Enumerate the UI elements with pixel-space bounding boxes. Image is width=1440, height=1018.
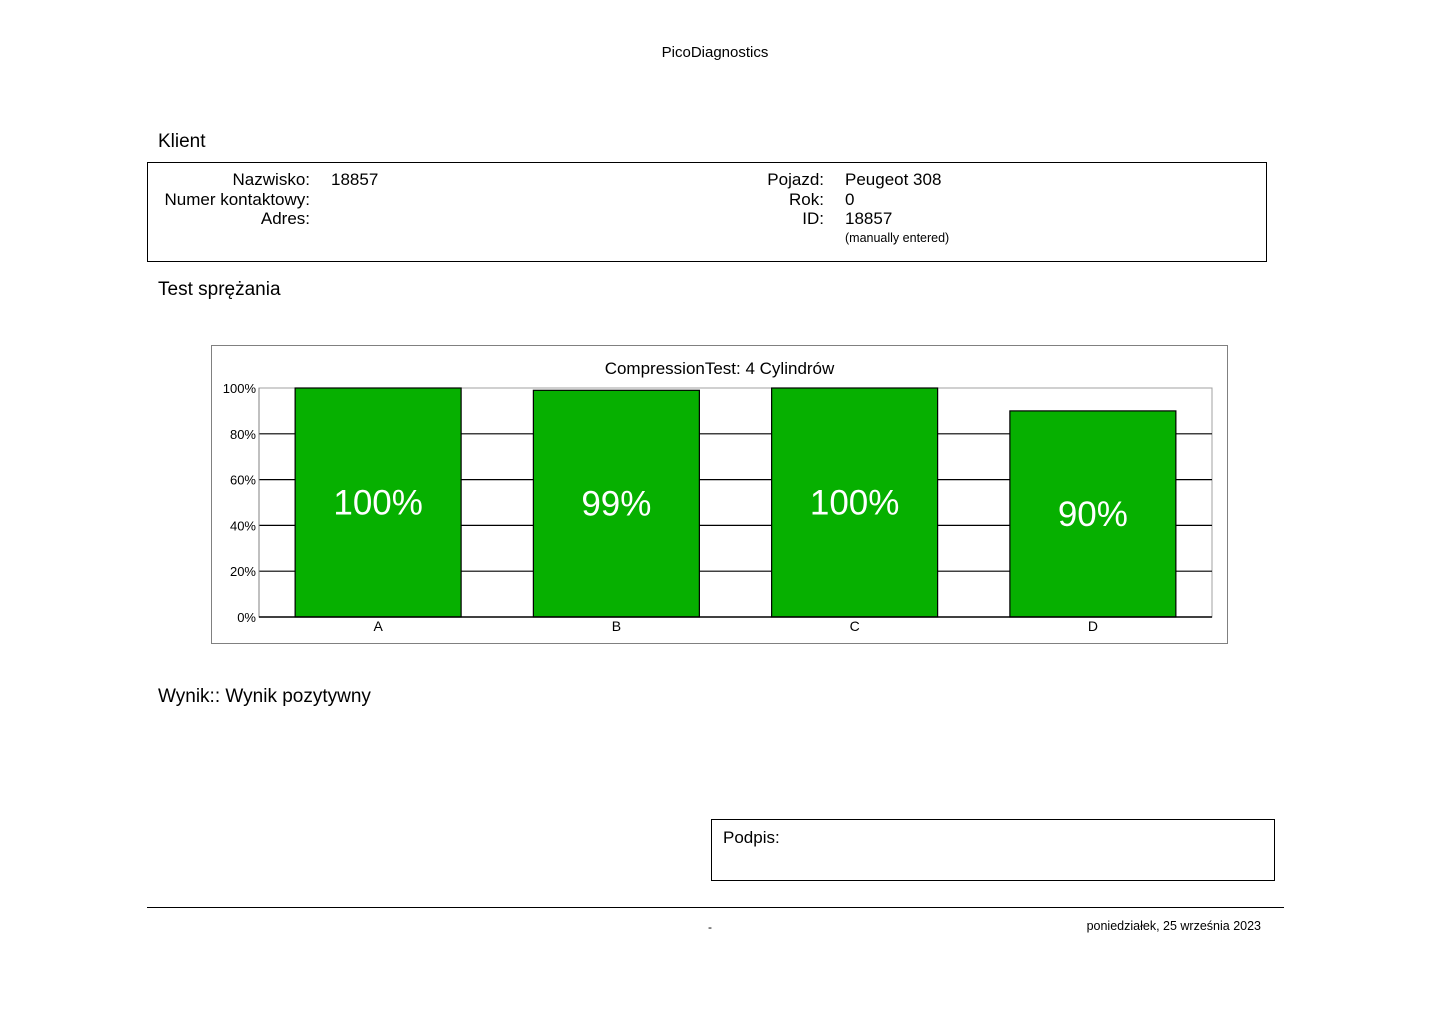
bar (1009, 410, 1177, 618)
test-section-title: Test sprężania (158, 279, 281, 300)
bar (532, 389, 700, 618)
y-tick-label: 0% (237, 610, 256, 625)
bar-value-label: 100% (333, 484, 423, 523)
bar (771, 387, 939, 618)
vehicle-label: Pojazd: (767, 170, 824, 189)
y-tick-label: 80% (230, 427, 256, 442)
app-title: PicoDiagnostics (661, 44, 769, 61)
signature-label: Podpis: (723, 828, 780, 847)
client-section-title: Klient (158, 131, 206, 152)
client-info-box (147, 162, 1267, 262)
footer-divider (147, 907, 1284, 908)
y-tick-label: 40% (230, 518, 256, 533)
y-tick-label: 20% (230, 564, 256, 579)
signature-box (711, 819, 1275, 881)
x-tick-label: C (850, 618, 860, 634)
vehicle-value: Peugeot 308 (845, 170, 942, 189)
x-tick-label: B (612, 618, 621, 634)
footer-page-marker: - (708, 920, 712, 934)
y-tick-label: 60% (230, 473, 256, 488)
x-tick-label: D (1088, 618, 1098, 634)
x-tick-label: A (373, 618, 383, 634)
bar-value-label: 90% (1058, 495, 1128, 534)
id-value: 18857 (845, 209, 893, 228)
y-tick-label: 100% (223, 381, 257, 396)
result-text: Wynik:: Wynik pozytywny (158, 686, 371, 707)
chart-title: CompressionTest: 4 Cylindrów (604, 359, 835, 378)
surname-value: 18857 (331, 170, 379, 189)
surname-label: Nazwisko: (232, 170, 310, 189)
id-label: ID: (802, 209, 824, 228)
contact-number-label: Numer kontaktowy: (164, 190, 311, 209)
id-manual-note: (manually entered) (845, 231, 950, 245)
footer-date: poniedziałek, 25 września 2023 (1086, 919, 1261, 933)
chart-frame (211, 345, 1228, 644)
bar-value-label: 100% (810, 484, 900, 523)
year-label: Rok: (789, 190, 824, 209)
address-label: Adres: (260, 209, 310, 228)
bar-value-label: 99% (581, 485, 651, 524)
year-value: 0 (845, 190, 855, 209)
